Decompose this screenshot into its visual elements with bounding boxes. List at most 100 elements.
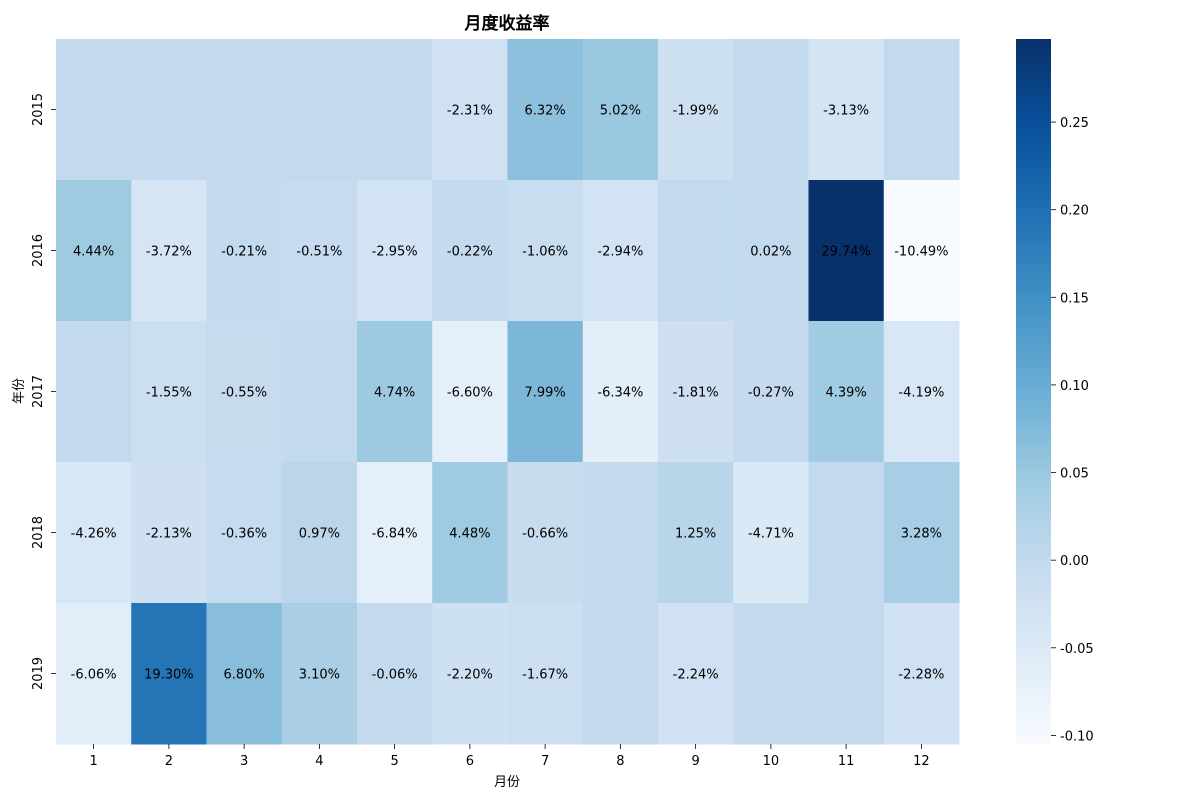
x-axis-label: 月份 (494, 775, 520, 790)
x-tick-label-1: 1 (89, 754, 97, 769)
x-tick-label-10: 10 (763, 754, 780, 769)
heatmap-cell-2018-12 (883, 462, 960, 604)
cell-label-2016-6: -0.22% (447, 245, 493, 260)
heatmap-cell-2019-10 (733, 603, 809, 745)
colorbar-tick-label-2: 0.00 (1060, 554, 1089, 569)
heatmap-cells (56, 39, 960, 745)
cell-label-2017-7: 7.99% (524, 386, 565, 401)
cell-label-2019-4: 3.10% (299, 668, 340, 683)
cell-label-2019-6: -2.20% (447, 668, 493, 683)
cell-label-2018-10: -4.71% (748, 527, 794, 542)
colorbar-tick-label-0: -0.10 (1060, 729, 1094, 744)
heatmap-cell-2019-3 (206, 603, 283, 745)
cell-label-2019-5: -0.06% (372, 668, 418, 683)
x-tick-label-2: 2 (165, 754, 173, 769)
heatmap-cell-2016-12 (883, 180, 960, 322)
heatmap-cell-2019-2 (131, 603, 207, 745)
heatmap-cell-2017-11 (808, 321, 885, 463)
cell-label-2018-9: 1.25% (675, 527, 716, 542)
cell-label-2015-7: 6.32% (524, 104, 565, 119)
cell-label-2016-4: -0.51% (296, 245, 342, 260)
heatmap-cell-2017-9 (658, 321, 734, 463)
heatmap-cell-2018-11 (808, 462, 885, 604)
heatmap-cell-2016-5 (357, 180, 433, 322)
heatmap-cell-2018-10 (733, 462, 809, 604)
heatmap-cell-2019-11 (808, 603, 885, 745)
heatmap-cell-2017-8 (582, 321, 659, 463)
cell-label-2017-5: 4.74% (374, 386, 415, 401)
x-tick-label-4: 4 (315, 754, 323, 769)
x-tick-label-12: 12 (913, 754, 930, 769)
heatmap-cell-2015-6 (432, 39, 508, 181)
heatmap-cell-2017-10 (733, 321, 809, 463)
cell-label-2019-3: 6.80% (223, 668, 264, 683)
cell-label-2018-7: -0.66% (522, 527, 568, 542)
x-tick-label-6: 6 (466, 754, 474, 769)
heatmap-cell-2017-3 (206, 321, 283, 463)
cell-label-2017-6: -6.60% (447, 386, 493, 401)
heatmap-cell-2019-12 (883, 603, 960, 745)
heatmap-cell-2018-1 (56, 462, 132, 604)
cell-label-2017-9: -1.81% (673, 386, 719, 401)
heatmap-cell-2018-9 (658, 462, 734, 604)
cell-label-2015-11: -3.13% (823, 104, 869, 119)
colorbar (1016, 39, 1051, 744)
heatmap-cell-2016-9 (658, 180, 734, 322)
heatmap-cell-2018-3 (206, 462, 283, 604)
heatmap-cell-2015-9 (658, 39, 734, 181)
cell-label-2017-3: -0.55% (221, 386, 267, 401)
heatmap-cell-2015-4 (281, 39, 358, 181)
y-axis-ticks: 2015 2016 2017 2018 2019 (31, 93, 56, 690)
cell-label-2019-2: 19.30% (144, 668, 194, 683)
colorbar-tick-label-3: 0.05 (1060, 467, 1089, 482)
heatmap-cell-2015-8 (582, 39, 659, 181)
cell-label-2019-1: -6.06% (71, 668, 117, 683)
heatmap-cell-2016-3 (206, 180, 283, 322)
cell-label-2017-12: -4.19% (898, 386, 944, 401)
heatmap-cell-2019-8 (582, 603, 659, 745)
cell-label-2016-11: 29.74% (821, 245, 871, 260)
x-tick-label-9: 9 (691, 754, 699, 769)
cell-label-2016-8: -2.94% (597, 245, 643, 260)
heatmap-cell-2017-1 (56, 321, 132, 463)
heatmap-cell-2019-6 (432, 603, 508, 745)
heatmap-cell-2016-4 (281, 180, 358, 322)
y-tick-label-2018: 2018 (31, 516, 46, 549)
y-axis-label: 年份 (12, 378, 27, 404)
heatmap-cell-2019-7 (507, 603, 584, 745)
chart-title: 月度收益率 (464, 13, 550, 34)
heatmap-cell-2017-5 (357, 321, 433, 463)
cell-label-2016-3: -0.21% (221, 245, 267, 260)
heatmap-cell-2015-1 (56, 39, 132, 181)
heatmap-cell-2019-5 (357, 603, 433, 745)
heatmap-cell-2016-2 (131, 180, 207, 322)
colorbar-ticks: -0.10 -0.05 0.00 0.05 0.10 0.15 0.20 0.25 (1051, 116, 1094, 744)
heatmap-cell-2015-10 (733, 39, 809, 181)
heatmap-cell-2019-4 (281, 603, 358, 745)
x-tick-label-11: 11 (838, 754, 855, 769)
cell-label-2016-12: -10.49% (894, 245, 948, 260)
cell-label-2016-1: 4.44% (73, 245, 114, 260)
y-tick-label-2017: 2017 (31, 375, 46, 408)
heatmap-cell-2018-8 (582, 462, 659, 604)
heatmap-cell-2018-4 (281, 462, 358, 604)
cell-label-2018-4: 0.97% (299, 527, 340, 542)
heatmap-cell-labels: -2.31% 6.32% 5.02% -1.99% -3.13% 4.44% -3.72% -… (71, 104, 949, 683)
x-tick-label-7: 7 (541, 754, 549, 769)
cell-label-2018-3: -0.36% (221, 527, 267, 542)
heatmap-cell-2017-6 (432, 321, 508, 463)
heatmap-cell-2019-1 (56, 603, 132, 745)
heatmap-cell-2017-4 (281, 321, 358, 463)
cell-label-2015-9: -1.99% (673, 104, 719, 119)
y-tick-label-2019: 2019 (31, 657, 46, 690)
cell-label-2015-8: 5.02% (600, 104, 641, 119)
cell-label-2016-5: -2.95% (372, 245, 418, 260)
x-tick-label-3: 3 (240, 754, 248, 769)
cell-label-2018-6: 4.48% (449, 527, 490, 542)
cell-label-2017-11: 4.39% (825, 386, 866, 401)
cell-label-2019-7: -1.67% (522, 668, 568, 683)
x-tick-label-5: 5 (390, 754, 398, 769)
cell-label-2017-2: -1.55% (146, 386, 192, 401)
cell-label-2017-10: -0.27% (748, 386, 794, 401)
